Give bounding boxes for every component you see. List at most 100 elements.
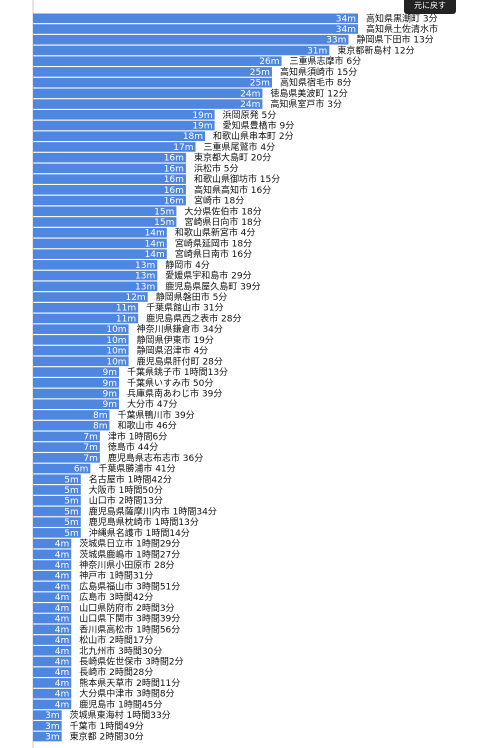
bar <box>33 624 72 635</box>
bar-category-label: 愛媛県宇和島市 29分 <box>165 270 251 282</box>
bar-value-label: 11m <box>116 314 136 324</box>
bar-category-label: 静岡県磐田市 5分 <box>156 291 228 303</box>
bar-category-label: 鹿児島市 1時間45分 <box>79 698 162 710</box>
bar-value-label: 16m <box>164 186 184 196</box>
bar-value-label: 12m <box>125 293 145 303</box>
bar <box>33 45 330 56</box>
bar-value-label: 5m <box>64 497 79 507</box>
bar <box>33 377 120 388</box>
bars-layer: 34m 高知県黒潮町 3分 34m 高知県土佐清水市 33m 静岡県下田市 13分 31m 東… <box>33 12 438 743</box>
bar-value-label: 18m <box>183 132 203 142</box>
bar-value-label: 10m <box>106 336 126 346</box>
bar-category-label: 広島市 3時間42分 <box>79 591 153 603</box>
bar <box>33 688 72 699</box>
bar <box>33 495 81 506</box>
bar-value-label: 33m <box>326 36 346 46</box>
bar <box>33 163 186 174</box>
bar-category-label: 東京都大島町 20分 <box>194 152 271 164</box>
bar-category-label: 千葉県銚子市 1時間13分 <box>127 366 228 378</box>
bar-category-label: 神戸市 1時間31分 <box>79 570 153 582</box>
bar <box>33 67 272 77</box>
bar-category-label: 高知県室戸市 3分 <box>270 98 342 110</box>
bar-value-label: 15m <box>154 218 174 228</box>
bar-value-label: 4m <box>55 572 70 582</box>
bar-value-label: 26m <box>259 57 279 67</box>
back-button[interactable]: 元に戻す <box>404 0 456 14</box>
bar-value-label: 25m <box>250 68 270 78</box>
bar <box>33 24 358 34</box>
bar <box>33 549 72 560</box>
bar <box>33 528 81 538</box>
bar-value-label: 4m <box>55 679 70 689</box>
bar <box>33 485 81 495</box>
bar-value-label: 24m <box>240 100 260 110</box>
bar <box>33 131 206 142</box>
bar-category-label: 香川県高松市 1時間56分 <box>79 623 180 635</box>
bar-value-label: 16m <box>164 175 184 185</box>
bar <box>33 281 158 292</box>
bar-category-label: 神奈川県鎌倉市 34分 <box>137 323 223 335</box>
bar-category-label: 大分県中津市 3時間8分 <box>79 688 174 700</box>
bar-category-label: 三重県志摩市 6分 <box>290 55 362 67</box>
bar-category-label: 和歌山県御坊市 15分 <box>194 173 280 185</box>
bar <box>33 142 196 152</box>
bar-category-label: 東京都新島村 12分 <box>337 44 414 56</box>
bar <box>33 185 186 195</box>
bar-category-label: 高知県黒潮町 3分 <box>366 12 438 24</box>
bar-category-label: 大分県佐伯市 18分 <box>184 205 261 217</box>
bar-value-label: 4m <box>55 690 70 700</box>
bar-value-label: 4m <box>55 647 70 657</box>
bar <box>33 367 120 377</box>
bar-category-label: 和歌山県串本町 2分 <box>213 130 294 142</box>
bar <box>33 463 91 474</box>
bar-value-label: 15m <box>154 207 174 217</box>
bar <box>33 592 72 602</box>
bar-value-label: 4m <box>55 582 70 592</box>
bar-category-label: 長崎県佐世保市 3時間2分 <box>79 656 183 668</box>
bar-value-label: 4m <box>55 625 70 635</box>
bar-value-label: 16m <box>164 154 184 164</box>
bar <box>33 88 263 99</box>
bar-value-label: 16m <box>164 197 184 207</box>
bar-category-label: 高知県須崎市 15分 <box>280 66 357 78</box>
bar-category-label: 宮崎県日向市 18分 <box>184 216 261 228</box>
bar <box>33 453 100 463</box>
bar-value-label: 4m <box>55 700 70 710</box>
bar <box>33 152 186 163</box>
bar-category-label: 徳島市 44分 <box>108 441 158 453</box>
bar-category-label: 和歌山市 46分 <box>117 420 176 432</box>
bar <box>33 667 72 678</box>
bar-value-label: 31m <box>307 46 327 56</box>
bar <box>33 431 100 442</box>
bar-value-label: 5m <box>64 529 79 539</box>
bar-value-label: 9m <box>103 390 118 400</box>
bar-category-label: 山口県防府市 2時間3分 <box>79 602 174 614</box>
bar-value-label: 16m <box>164 164 184 174</box>
bar-value-label: 4m <box>55 550 70 560</box>
bar <box>33 506 81 517</box>
bar-category-label: 静岡県伊東市 19分 <box>137 334 214 346</box>
bar-category-label: 熊本県天草市 2時間11分 <box>79 677 180 689</box>
bar <box>33 656 72 667</box>
bar-category-label: 宮崎県日南市 16分 <box>175 248 252 260</box>
bar-value-label: 3m <box>45 722 60 732</box>
bar <box>33 109 215 120</box>
bar <box>33 238 167 249</box>
bar-category-label: 宮崎県延岡市 18分 <box>175 237 252 249</box>
bar <box>33 99 263 109</box>
bar-category-label: 大分市 47分 <box>127 398 177 410</box>
bar-category-label: 千葉市 1時間49分 <box>70 720 144 732</box>
bar-category-label: 神奈川県小田原市 28分 <box>79 559 174 571</box>
bar <box>33 420 110 431</box>
bar <box>33 721 62 731</box>
bar-value-label: 4m <box>55 540 70 550</box>
bar-category-label: 茨城県日立市 1時間29分 <box>79 538 180 550</box>
bar-category-label: 浜松市 5分 <box>194 162 239 174</box>
bar-value-label: 19m <box>192 111 212 121</box>
bar-value-label: 13m <box>135 282 155 292</box>
bar <box>33 678 72 688</box>
bar-category-label: 広島県福山市 3時間51分 <box>79 580 180 592</box>
bar <box>33 613 72 624</box>
bar <box>33 710 62 720</box>
bar-value-label: 4m <box>55 604 70 614</box>
